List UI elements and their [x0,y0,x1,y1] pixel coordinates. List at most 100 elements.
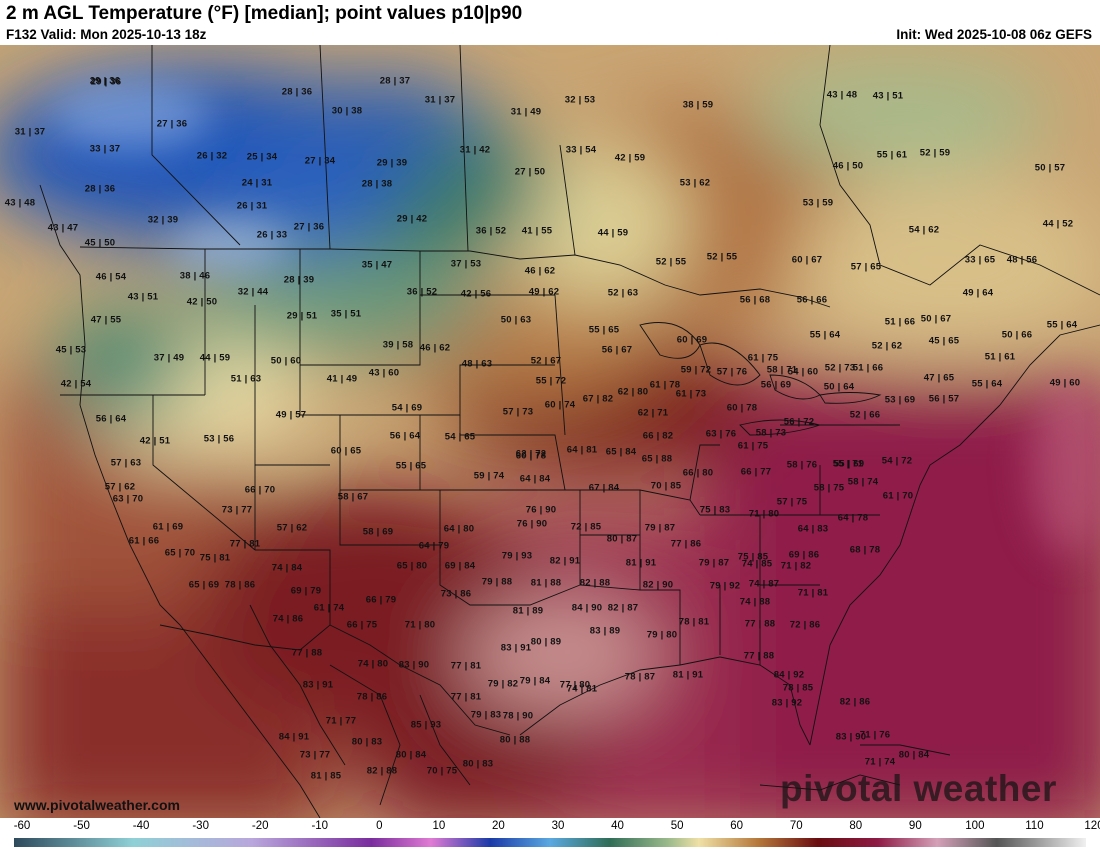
point-value-label: 71 | 76 [859,729,891,741]
point-value-label: 29 | 51 [286,310,318,322]
point-value-label: 77 | 80 [559,679,591,691]
point-value-label: 74 | 81 [566,683,598,695]
point-value-label: 43 | 47 [47,222,79,234]
point-value-label: 29 | 39 [376,157,408,169]
point-value-label: 74 | 85 [741,558,773,570]
point-value-label: 46 | 62 [419,342,451,354]
point-value-label: 44 | 59 [597,227,629,239]
point-value-label: 55 | 65 [588,324,620,336]
point-value-label: 52 | 66 [849,409,881,421]
point-value-label: 51 | 66 [884,316,916,328]
point-value-label: 82 | 88 [366,765,398,777]
point-value-label: 54 | 69 [391,402,423,414]
point-value-label: 55 | 64 [809,329,841,341]
point-value-label: 61 | 66 [128,535,160,547]
point-value-label: 73 | 77 [221,504,253,516]
point-value-label: 24 | 31 [241,177,273,189]
color-scale-tick: 90 [908,820,922,832]
point-value-label: 43 | 60 [368,367,400,379]
point-value-label: 28 | 39 [283,274,315,286]
point-value-label: 43 | 51 [127,291,159,303]
point-value-label: 46 | 54 [95,271,127,283]
map-title: 2 m AGL Temperature (°F) [median]; point… [6,3,523,24]
point-value-label: 81 | 89 [512,605,544,617]
point-value-label: 33 | 65 [964,254,996,266]
point-value-label: 49 | 60 [1049,377,1081,389]
point-value-label: 26 | 32 [196,150,228,162]
point-value-label: 83 | 89 [589,625,621,637]
point-value-label: 79 | 92 [709,580,741,592]
point-value-label: 28 | 36 [84,183,116,195]
point-value-label: 43 | 48 [4,197,36,209]
point-value-label: 81 | 88 [530,577,562,589]
point-value-label: 58 | 76 [786,459,818,471]
point-value-label: 60 | 74 [544,399,576,411]
color-scale-tick: -10 [311,820,329,832]
point-value-label: 79 | 93 [501,550,533,562]
point-value-label: 56 | 69 [760,379,792,391]
point-value-label: 27 | 36 [293,221,325,233]
point-value-label: 52 | 59 [919,147,951,159]
point-value-label: 75 | 85 [737,551,769,563]
point-value-label: 65 | 84 [605,446,637,458]
point-value-label: 77 | 88 [744,618,776,630]
point-value-label: 83 | 91 [302,679,334,691]
boundary-lines [39,45,1100,818]
point-value-label: 52 | 73 [824,362,856,374]
point-value-label: 60 | 69 [676,334,708,346]
point-value-label: 45 | 53 [55,344,87,356]
temperature-map[interactable] [0,45,1100,818]
point-value-label: 58 | 73 [755,427,787,439]
point-value-label: 27 | 50 [514,166,546,178]
point-value-label: 65 | 80 [396,560,428,572]
point-value-label: 60 | 78 [515,450,547,462]
point-value-label: 56 | 72 [783,416,815,428]
point-value-label: 43 | 48 [826,89,858,101]
point-value-label: 52 | 55 [655,256,687,268]
point-value-label: 57 | 65 [850,261,882,273]
point-value-label: 42 | 59 [614,152,646,164]
point-value-label: 54 | 72 [881,455,913,467]
point-value-label: 31 | 37 [424,94,456,106]
point-value-label: 49 | 62 [528,286,560,298]
point-value-label: 75 | 83 [699,504,731,516]
point-value-label: 58 | 69 [362,526,394,538]
point-value-label: 42 | 54 [60,378,92,390]
point-value-label: 50 | 60 [270,355,302,367]
point-value-label: 28 | 37 [379,75,411,87]
point-value-label: 71 | 82 [780,560,812,572]
point-value-label: 78 | 87 [624,671,656,683]
point-value-label: 83 | 92 [771,697,803,709]
point-value-label: 67 | 82 [582,393,614,405]
point-value-label: 46 | 62 [524,265,556,277]
point-value-label: 58 | 71 [766,364,798,376]
point-value-label: 35 | 47 [361,259,393,271]
color-scale-bar [14,838,1086,847]
point-value-label: 61 | 75 [747,352,779,364]
point-value-label: 45 | 50 [84,237,116,249]
point-value-label: 79 | 87 [698,557,730,569]
point-value-label: 55 | 71 [832,458,864,470]
point-value-label: 42 | 56 [460,288,492,300]
color-scale-tick: 0 [376,820,383,832]
point-value-label: 46 | 50 [832,160,864,172]
point-value-label: 79 | 80 [646,629,678,641]
point-value-label: 78 | 86 [356,691,388,703]
point-value-label: 82 | 87 [607,602,639,614]
point-value-label: 45 | 65 [928,335,960,347]
point-value-label: 66 | 79 [365,594,397,606]
point-value-label: 71 | 81 [797,587,829,599]
point-value-label: 69 | 86 [788,549,820,561]
color-scale-tick: -50 [73,820,90,832]
point-value-label: 71 | 80 [748,508,780,520]
point-value-label: 57 | 76 [716,366,748,378]
point-value-label: 27 | 34 [304,155,336,167]
color-scale-tick: 110 [1025,820,1044,832]
point-value-label: 69 | 79 [290,585,322,597]
point-value-label: 66 | 80 [682,467,714,479]
point-value-label: 32 | 39 [147,214,179,226]
point-value-label: 74 | 80 [357,658,389,670]
point-value-label: 57 | 75 [776,496,808,508]
point-value-label: 28 | 36 [281,86,313,98]
valid-time-label: F132 Valid: Mon 2025-10-13 18z [6,27,207,42]
